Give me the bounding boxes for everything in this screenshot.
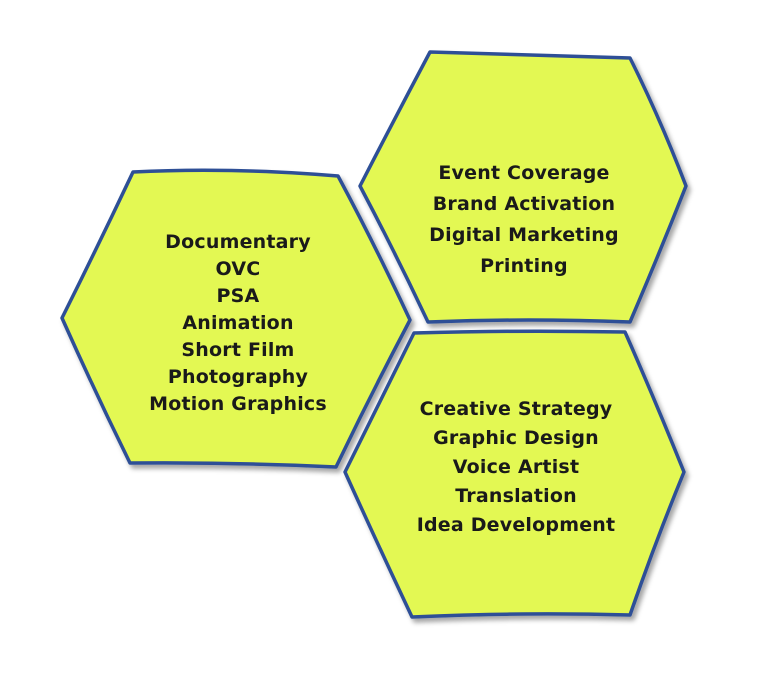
service-item: Graphic Design <box>433 427 599 449</box>
service-item: Voice Artist <box>452 456 580 478</box>
service-item: Digital Marketing <box>429 224 619 246</box>
hexagon-bottom-right-text: Creative Strategy Graphic Design Voice A… <box>356 395 676 540</box>
hexagon-left <box>60 168 412 469</box>
service-item: Event Coverage <box>438 162 610 184</box>
service-item: PSA <box>216 285 260 307</box>
hexagon-left-text: Documentary OVC PSA Animation Short Film… <box>78 229 398 418</box>
service-item: Photography <box>167 366 309 388</box>
service-item: Creative Strategy <box>419 398 613 420</box>
service-item: Brand Activation <box>432 193 616 215</box>
hexagon-bottom-right <box>343 329 686 619</box>
service-item: Translation <box>455 485 577 507</box>
service-item: Idea Development <box>416 514 616 536</box>
service-item: Short Film <box>181 339 295 361</box>
service-item: Animation <box>182 312 294 334</box>
hexagon-top-right <box>358 50 688 324</box>
service-item: Printing <box>480 255 568 277</box>
service-item: OVC <box>215 258 261 280</box>
hexagon-top-right-text: Event Coverage Brand Activation Digital … <box>364 158 684 282</box>
service-item: Documentary <box>165 231 311 253</box>
service-item: Motion Graphics <box>149 393 327 415</box>
